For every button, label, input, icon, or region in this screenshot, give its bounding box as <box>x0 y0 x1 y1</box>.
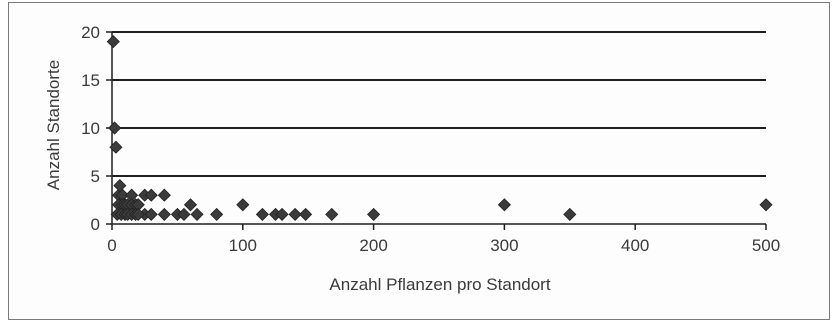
data-point-0-35 <box>210 207 224 221</box>
data-point-0-0 <box>106 35 120 49</box>
y-tick-label-10: 10 <box>81 119 100 138</box>
y-tick-label-20: 20 <box>81 23 100 42</box>
data-point-0-46 <box>759 198 773 212</box>
data-point-0-34 <box>190 207 204 221</box>
data-point-0-33 <box>183 198 198 212</box>
data-point-0-44 <box>497 198 511 212</box>
chart-frame: 0 100 200 300 400 500 0 5 10 15 20 Anzahl Pflanze… <box>8 2 830 320</box>
y-axis-label: Anzahl Standorte <box>44 60 63 190</box>
x-tick-label-400: 400 <box>621 236 649 255</box>
axes <box>106 31 767 230</box>
data-point-0-43 <box>367 207 381 221</box>
data-point-0-30 <box>157 207 171 221</box>
data-point-0-13 <box>157 188 171 202</box>
scatter-chart: 0 100 200 300 400 500 0 5 10 15 20 Anzahl Pflanze… <box>44 23 780 294</box>
x-tick-label-200: 200 <box>359 236 387 255</box>
data-point-0-32 <box>177 207 191 221</box>
data-point-0-39 <box>275 207 289 221</box>
y-tick-label-15: 15 <box>81 71 100 90</box>
gridlines <box>112 31 766 177</box>
y-tick-label-0: 0 <box>91 215 100 234</box>
y-tick-label-5: 5 <box>91 167 100 186</box>
data-point-0-41 <box>299 207 313 221</box>
data-point-0-37 <box>255 207 269 221</box>
data-point-0-29 <box>144 207 158 221</box>
data-point-0-36 <box>236 198 250 212</box>
x-tick-label-500: 500 <box>752 236 780 255</box>
data-point-0-2 <box>109 140 123 154</box>
data-point-0-1 <box>108 121 122 135</box>
data-point-0-12 <box>144 188 158 202</box>
data-point-0-45 <box>563 207 577 221</box>
data-point-0-42 <box>325 207 339 221</box>
data-point-0-40 <box>288 207 302 221</box>
x-tick-label-0: 0 <box>107 236 116 255</box>
y-tick-labels: 0 5 10 15 20 <box>81 23 100 234</box>
x-tick-label-100: 100 <box>229 236 257 255</box>
data-point-0-4 <box>113 179 127 193</box>
data-point-0-28 <box>131 207 145 221</box>
x-tick-labels: 0 100 200 300 400 500 <box>107 236 780 255</box>
x-tick-label-300: 300 <box>490 236 518 255</box>
x-axis-label: Anzahl Pflanzen pro Standort <box>329 275 550 294</box>
data-points <box>106 35 773 221</box>
